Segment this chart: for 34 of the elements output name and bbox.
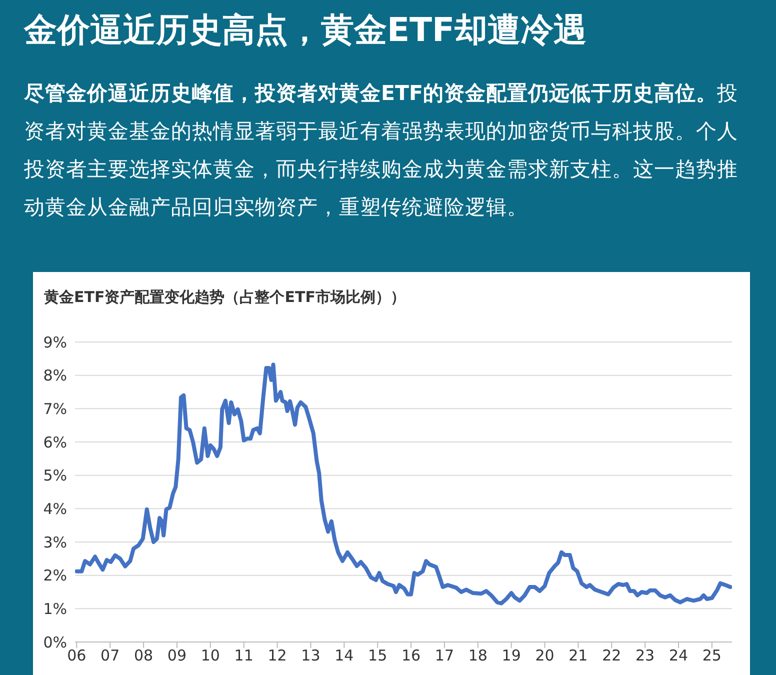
y-tick-label: 6% — [43, 433, 67, 452]
x-tick-label: 20 — [535, 646, 554, 665]
x-tick-label: 17 — [434, 646, 454, 665]
x-tick-label: 18 — [468, 646, 488, 665]
text: 黄金ETF资产配置变化趋势（占整个ETF市场比例）） — [44, 288, 406, 307]
x-tick-label: 19 — [502, 646, 521, 665]
x-tick-label: 11 — [234, 646, 254, 665]
y-tick-label: 2% — [43, 566, 67, 585]
x-tick-label: 13 — [301, 646, 320, 665]
line-series — [75, 362, 732, 606]
x-tick-label: 09 — [167, 646, 187, 665]
chart-title: 金价逼近历史高点，黄金ETF却遭冷遇 — [24, 9, 587, 51]
y-tick-label: 8% — [43, 366, 67, 385]
x-tick-label: 06 — [67, 646, 86, 665]
x-tick-label: 15 — [368, 646, 388, 665]
x-tick-label: 08 — [134, 646, 154, 665]
y-tick-label: 0% — [43, 633, 67, 652]
x-tick-label: 25 — [702, 646, 722, 665]
x-tick-label: 14 — [334, 646, 354, 665]
x-tick-label: 22 — [602, 646, 622, 665]
x-tick-label: 12 — [268, 646, 287, 665]
x-tick-label: 21 — [568, 646, 588, 665]
y-tick-label: 7% — [43, 400, 67, 418]
x-tick-label: 23 — [636, 646, 655, 665]
y-tick-label: 5% — [43, 466, 67, 485]
y-tick-label: 3% — [43, 533, 67, 552]
chart-subtitle: 尽管金价逼近历史峰值，投资者对黄金ETF的资金配置仍远低于历史高位。投资者对黄金基金的热情显著弱于最近有着强势表现的加密货币与科技股。个人投资者主要选择实体黄金，而央行持续购金成为黄金需求新支柱。这一趋势推动黄金从金融产品回归实物资产，重塑传统避险逻辑。 — [24, 80, 739, 221]
x-tick-label: 24 — [668, 646, 688, 665]
x-tick-label: 16 — [401, 646, 421, 665]
y-tick-label: 9% — [43, 333, 67, 352]
x-tick-label: 10 — [200, 646, 220, 665]
y-tick-label: 4% — [43, 500, 67, 518]
y-tick-label: 1% — [43, 600, 67, 618]
x-tick-label: 07 — [100, 646, 120, 665]
